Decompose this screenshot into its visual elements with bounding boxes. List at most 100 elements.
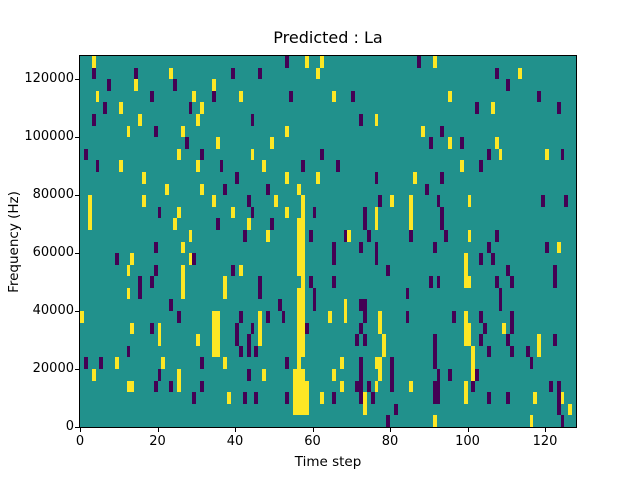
heatmap-cell [320,149,324,160]
heatmap-cell [107,79,111,91]
heatmap-cell [293,381,297,392]
heatmap-cell [557,381,561,392]
heatmap-cell [429,137,433,149]
heatmap-cell [127,265,130,276]
heatmap-cell [561,149,564,160]
heatmap-cell [235,334,239,346]
heatmap-cell [289,91,293,102]
heatmap-cell [305,56,309,68]
heatmap-cell [301,195,305,207]
heatmap-cell [196,334,200,346]
heatmap-cell [158,207,161,218]
heatmap-cell [150,323,154,334]
heatmap-cell [340,381,344,392]
heatmap-cell [134,68,138,79]
heatmap-cell [251,114,254,126]
heatmap-cell [537,334,541,346]
heatmap-cell [479,334,483,346]
heatmap-cell [96,160,99,172]
heatmap-cell [313,207,316,218]
heatmap-cell [212,195,216,207]
heatmap-cell [437,369,440,381]
heatmap-cell [297,369,301,381]
heatmap-cell [409,381,413,392]
heatmap-cell [316,172,320,184]
heatmap-cell [80,311,84,323]
y-tick-label: 120000 [24,71,74,87]
x-tick-mark [235,428,236,432]
heatmap-cell [437,392,440,404]
heatmap-cell [313,299,316,311]
heatmap-cell [390,381,394,392]
heatmap-cell [258,311,262,323]
heatmap-cell [568,404,572,415]
heatmap-cell [212,334,216,346]
heatmap-cell [437,381,440,392]
heatmap-cell [103,102,107,114]
heatmap-cell [216,137,220,149]
heatmap-cell [429,276,433,288]
heatmap-cell [518,68,522,79]
heatmap-cell [316,68,320,79]
heatmap-cell [471,357,475,369]
heatmap-cell [297,253,301,265]
heatmap-cell [212,323,216,334]
heatmap-cell [301,276,305,288]
heatmap-cell [433,381,437,392]
x-axis-label: Time step [294,454,362,470]
heatmap-cell [301,160,305,172]
heatmap-cell [138,114,142,126]
heatmap-cell [440,172,444,184]
heatmap-cell [375,114,378,126]
heatmap-cell [297,311,301,323]
heatmap-cell [359,369,363,381]
heatmap-cell [452,311,456,323]
heatmap-cell [251,149,254,160]
heatmap-cell [530,415,533,427]
heatmap-cell [320,56,324,68]
heatmap-cell [177,381,181,392]
heatmap-cell [270,137,274,149]
heatmap-cell [212,91,216,102]
heatmap-cell [243,230,247,242]
heatmap-cell [336,160,340,172]
heatmap-cell [363,207,367,218]
heatmap-cell [254,346,258,357]
heatmap-cell [262,160,266,172]
heatmap-cell [305,323,309,334]
heatmap-cell [479,253,483,265]
x-tick-mark [312,428,314,432]
heatmap-cell [258,68,262,79]
y-tick-label: 100000 [24,129,74,145]
heatmap-cell [433,415,437,427]
heatmap-cell [192,253,196,265]
heatmap-cell [359,392,363,404]
y-tick-mark [75,79,79,81]
heatmap-cell [409,218,413,230]
heatmap-cell [409,207,413,218]
heatmap-cell [440,207,444,218]
heatmap-cell [154,242,158,253]
heatmap-cell [301,311,305,323]
heatmap-cell [258,288,262,299]
heatmap-cell [506,79,510,91]
heatmap-cell [231,207,235,218]
heatmap-cell [437,276,440,288]
heatmap-cell [301,381,305,392]
heatmap-cell [545,149,549,160]
heatmap-cell [506,265,510,276]
heatmap-cell [421,126,425,137]
heatmap-cell [239,91,243,102]
heatmap-cell [301,265,305,276]
heatmap-cell [251,207,254,218]
heatmap-cell [88,207,92,218]
heatmap-cell [285,172,289,184]
heatmap-cell [479,160,483,172]
heatmap-cell [84,149,88,160]
heatmap-cell [375,207,378,218]
heatmap-cell [382,346,386,357]
heatmap-cell [142,195,146,207]
heatmap-cell [305,381,309,392]
heatmap-cell [375,357,378,369]
heatmap-cell [487,149,491,160]
